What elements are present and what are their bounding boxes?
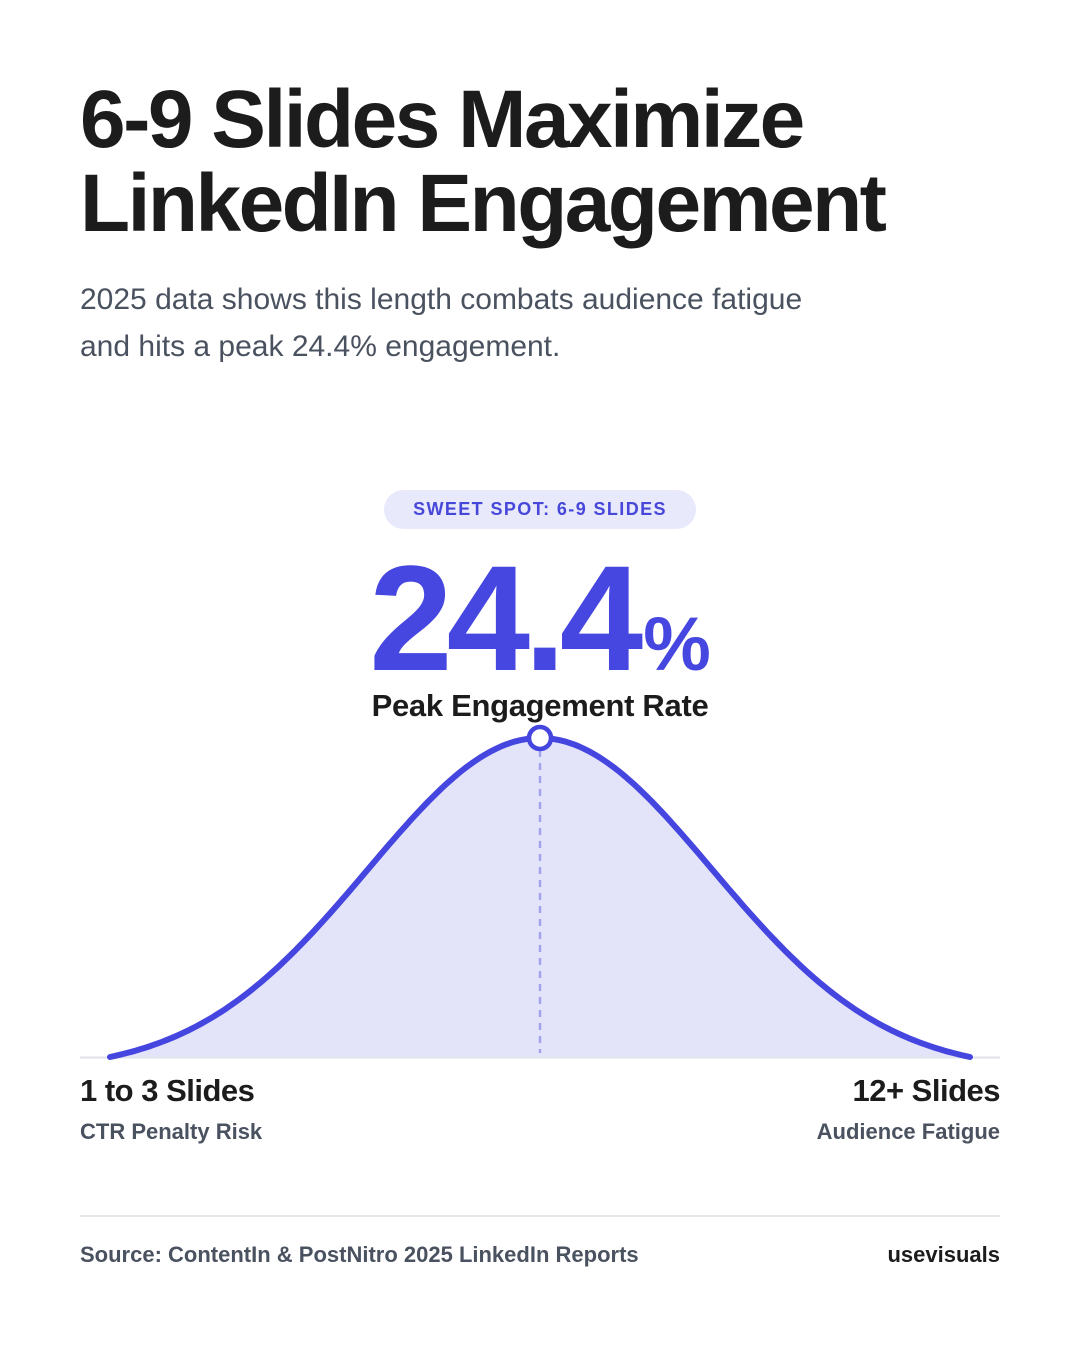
peak-marker	[526, 724, 554, 752]
subtitle: 2025 data shows this length combats audi…	[80, 283, 803, 363]
x-right-sublabel: Audience Fatigue	[816, 1119, 1000, 1144]
peak-value: 24.4%	[0, 543, 1080, 736]
x-left-sublabel: CTR Penalty Risk	[80, 1119, 263, 1144]
brand-logo-text: usevisuals	[887, 1242, 1000, 1267]
title-line-1: 6-9 Slides Maximize	[80, 74, 805, 165]
title-line-2: LinkedIn Engagement	[80, 158, 887, 249]
peak-value-unit: %	[643, 602, 711, 687]
x-right-label: 12+ Slides	[852, 1073, 1000, 1108]
peak-label: Peak Engagement Rate	[371, 688, 709, 723]
sweet-spot-badge: SWEET SPOT: 6-9 SLIDES	[384, 490, 696, 529]
source-citation: Source: ContentIn & PostNitro 2025 Linke…	[80, 1242, 639, 1267]
footer-divider	[80, 1215, 1000, 1217]
peak-value-number: 24.4	[369, 534, 643, 702]
x-left-label: 1 to 3 Slides	[80, 1073, 255, 1108]
page-title: 6-9 Slides Maximize LinkedIn Engagement	[80, 78, 1020, 246]
